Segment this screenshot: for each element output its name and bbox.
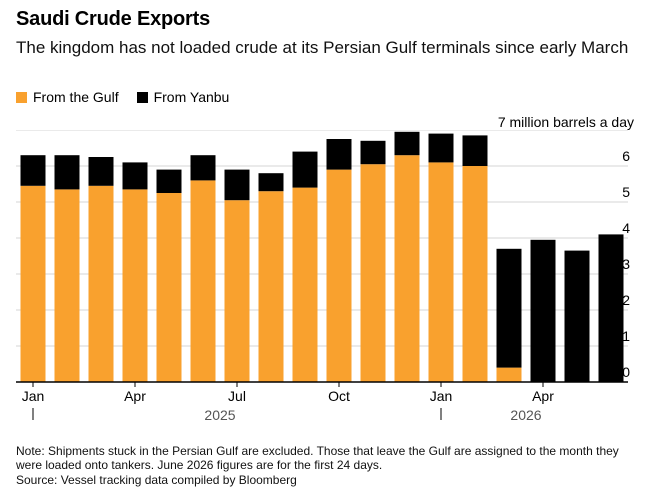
- bar-gulf: [462, 166, 488, 382]
- year-label: 2025: [204, 407, 235, 423]
- bar-gulf: [292, 187, 318, 382]
- x-tick-label: Apr: [532, 388, 554, 404]
- bar-gulf: [360, 164, 386, 382]
- bar-gulf: [156, 193, 182, 382]
- bar-yanbu: [292, 151, 318, 188]
- bar-gulf: [88, 185, 114, 382]
- y-axis-unit-label: 7 million barrels a day: [497, 114, 634, 130]
- bar-gulf: [428, 162, 454, 382]
- x-tick-label: Oct: [328, 388, 350, 404]
- bar-yanbu: [54, 155, 80, 190]
- bar-yanbu: [394, 131, 420, 156]
- y-tick-label: 0: [622, 364, 630, 380]
- bar-yanbu: [462, 135, 488, 166]
- bar-gulf: [496, 367, 522, 382]
- legend-label-yanbu: From Yanbu: [153, 89, 230, 105]
- bar-gulf: [20, 185, 46, 382]
- bar-gulf: [326, 169, 352, 382]
- year-label: 2026: [510, 407, 541, 423]
- bar-yanbu: [20, 155, 46, 186]
- x-tick-label: Jul: [228, 388, 246, 404]
- bar-yanbu: [530, 239, 556, 382]
- bar-yanbu: [564, 250, 590, 382]
- bar-yanbu: [224, 169, 250, 201]
- bar-yanbu: [428, 133, 454, 163]
- bar-yanbu: [88, 157, 114, 186]
- bar-gulf: [224, 200, 250, 382]
- legend-swatch-gulf: [16, 91, 27, 103]
- bar-gulf: [122, 189, 148, 382]
- bar-yanbu: [258, 173, 284, 192]
- bar-yanbu: [496, 248, 522, 368]
- y-tick-label: 4: [622, 220, 630, 236]
- y-tick-label: 6: [622, 148, 630, 164]
- legend: From the Gulf From Yanbu: [16, 89, 229, 105]
- source-note: Source: Vessel tracking data compiled by…: [16, 473, 297, 487]
- bar-yanbu: [326, 139, 352, 170]
- y-tick-label: 2: [622, 292, 630, 308]
- bar-yanbu: [360, 140, 386, 165]
- legend-item-gulf: From the Gulf: [16, 89, 119, 105]
- y-tick-label: 1: [622, 328, 630, 344]
- x-tick-label: Jan: [430, 388, 453, 404]
- bar-yanbu: [190, 155, 216, 181]
- bar-yanbu: [122, 162, 148, 190]
- legend-label-gulf: From the Gulf: [33, 89, 119, 105]
- legend-item-yanbu: From Yanbu: [136, 89, 230, 105]
- y-tick-label: 5: [622, 184, 630, 200]
- y-tick-label: 3: [622, 256, 630, 272]
- x-tick-label: Apr: [124, 388, 146, 404]
- bar-yanbu: [598, 234, 624, 382]
- x-tick-label: Jan: [22, 388, 45, 404]
- footnote: Note: Shipments stuck in the Persian Gul…: [16, 444, 619, 472]
- bar-gulf: [258, 191, 284, 382]
- chart-subtitle: The kingdom has not loaded crude at its …: [16, 38, 629, 57]
- bar-gulf: [54, 189, 80, 382]
- legend-swatch-yanbu: [136, 91, 148, 103]
- stacked-bar-chart: 0 1 2 3 4 5 6 Jan Apr Jul Oct Jan Apr 2025 2026: [16, 130, 630, 423]
- bar-gulf: [394, 155, 420, 382]
- chart-title: Saudi Crude Exports: [16, 8, 211, 30]
- bar-gulf: [190, 180, 216, 382]
- bar-yanbu: [156, 169, 182, 193]
